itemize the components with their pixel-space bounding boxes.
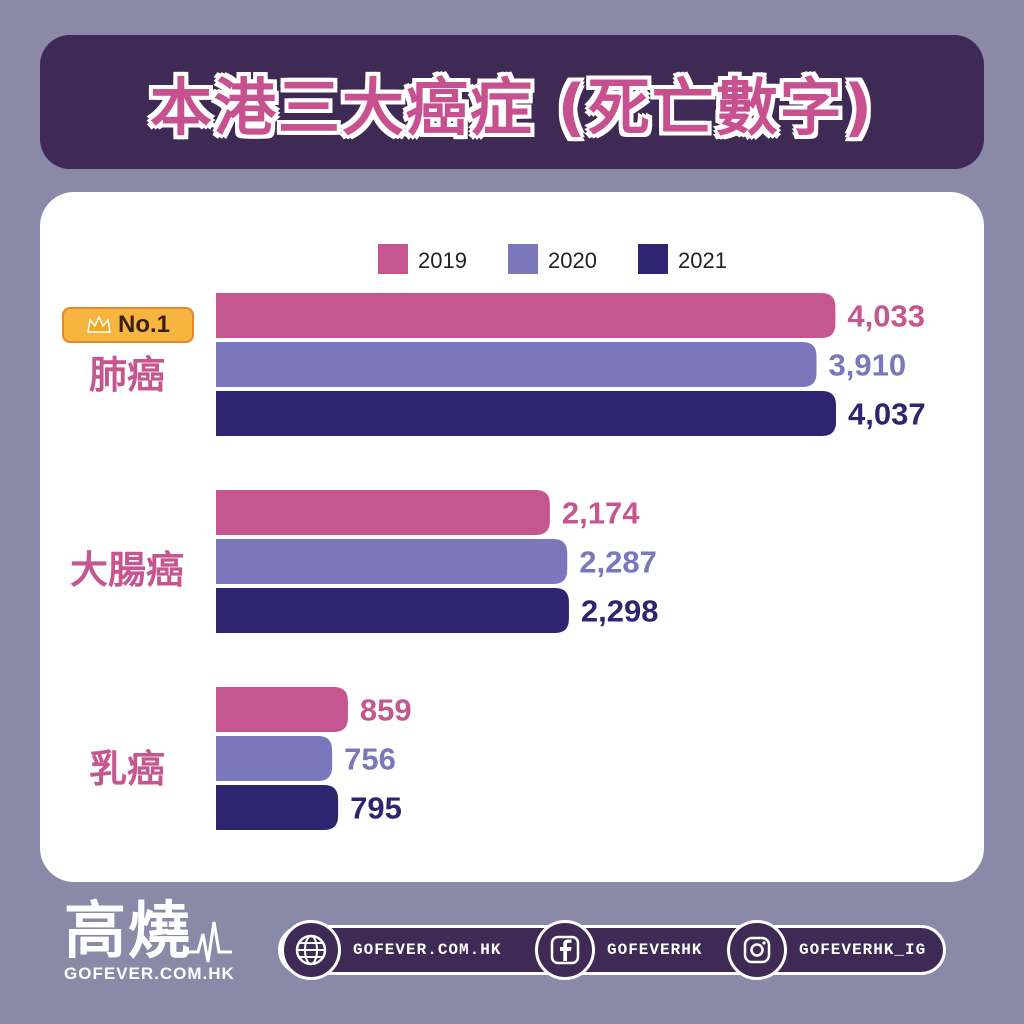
bar [216,391,836,436]
legend-swatch-2019 [378,244,408,274]
title-banner: 本港三大癌症 (死亡數字) [40,35,984,169]
bar [216,539,568,584]
category-label: 乳癌 [89,747,165,791]
bar [216,588,569,633]
bar [216,785,339,830]
brand-logo: 高燒 GOFEVER.COM.HK [64,898,254,998]
globe-icon [281,919,341,980]
logo-title: 高燒 [64,894,193,967]
legend-label-2021: 2021 [678,248,727,273]
social-bar: GOFEVER.COM.HK GOFEVERHK GOFEVERHK_IG [278,919,946,980]
data-label: 795 [350,791,402,826]
rank-badge: No.1 [62,307,194,343]
heartbeat-icon [188,921,233,963]
data-label: 2,287 [579,545,657,580]
bar [216,342,817,387]
category-label: 大腸癌 [70,548,184,592]
rank-badge-label: No.1 [117,311,170,338]
legend-swatch-2020 [508,244,538,274]
crown-icon [87,315,111,333]
facebook-icon [535,919,595,980]
social-facebook[interactable]: GOFEVERHK [535,919,703,980]
data-label: 2,174 [562,496,640,531]
social-facebook-label: GOFEVERHK [607,941,703,959]
data-label: 4,033 [847,299,925,334]
legend-label-2019: 2019 [418,248,467,273]
data-label: 3,910 [828,348,906,383]
bar [216,293,836,338]
social-instagram[interactable]: GOFEVERHK_IG [727,919,927,980]
instagram-icon [727,919,787,980]
legend-label-2020: 2020 [548,248,597,273]
data-label: 859 [360,693,412,728]
bar [216,687,348,732]
bar [216,490,550,535]
category-label: 肺癌 [89,353,165,397]
social-website[interactable]: GOFEVER.COM.HK [281,919,502,980]
logo-subtitle: GOFEVER.COM.HK [64,964,235,983]
legend-swatch-2021 [638,244,668,274]
social-instagram-label: GOFEVERHK_IG [799,941,927,959]
data-label: 4,037 [848,397,926,432]
data-label: 2,298 [581,594,659,629]
page-title: 本港三大癌症 (死亡數字) [149,71,875,144]
data-label: 756 [344,742,396,777]
social-website-label: GOFEVER.COM.HK [353,941,502,959]
bar [216,736,333,781]
